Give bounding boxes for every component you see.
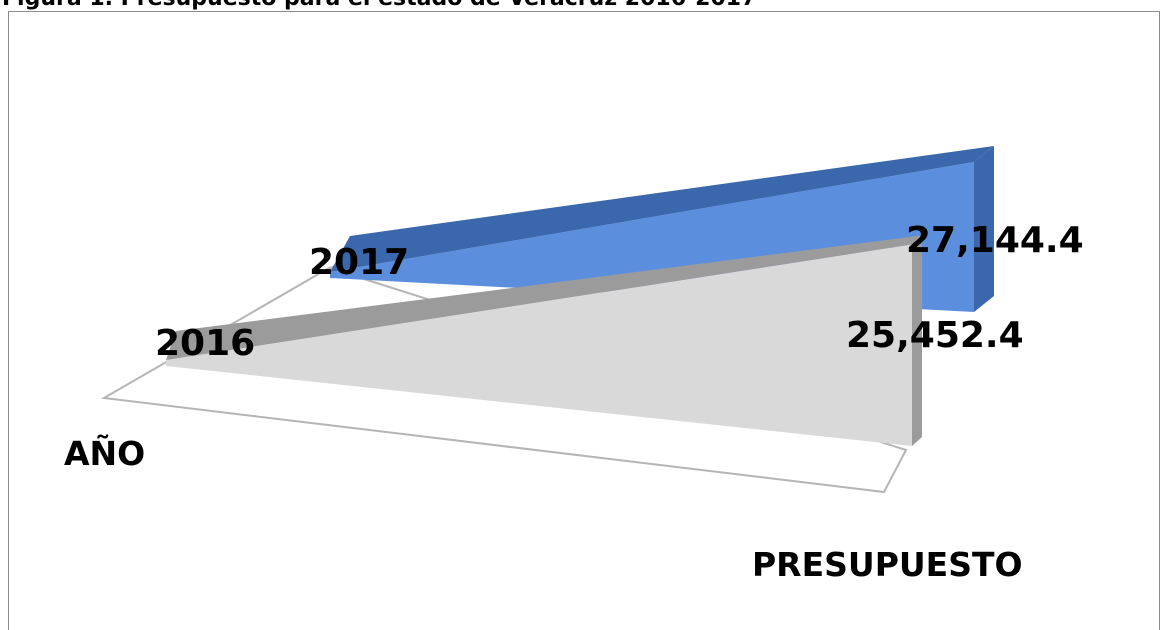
figure-title: Figura 1. Presupuesto para el estado de …	[2, 0, 756, 11]
x-axis-label: PRESUPUESTO	[752, 545, 1023, 584]
area-side-edge	[974, 146, 994, 312]
data-label-2017: 27,144.4	[906, 220, 1084, 261]
category-label-2016: 2016	[155, 323, 255, 364]
data-label-2016: 25,452.4	[846, 315, 1024, 356]
area-top-edge	[330, 146, 994, 272]
y-axis-label: AÑO	[64, 433, 145, 473]
category-label-2017: 2017	[309, 242, 409, 283]
series-2016	[166, 235, 922, 446]
floor-plane	[100, 266, 908, 494]
area-top-edge	[166, 235, 922, 360]
area-side-edge	[912, 235, 922, 446]
area-front-face	[166, 244, 912, 446]
